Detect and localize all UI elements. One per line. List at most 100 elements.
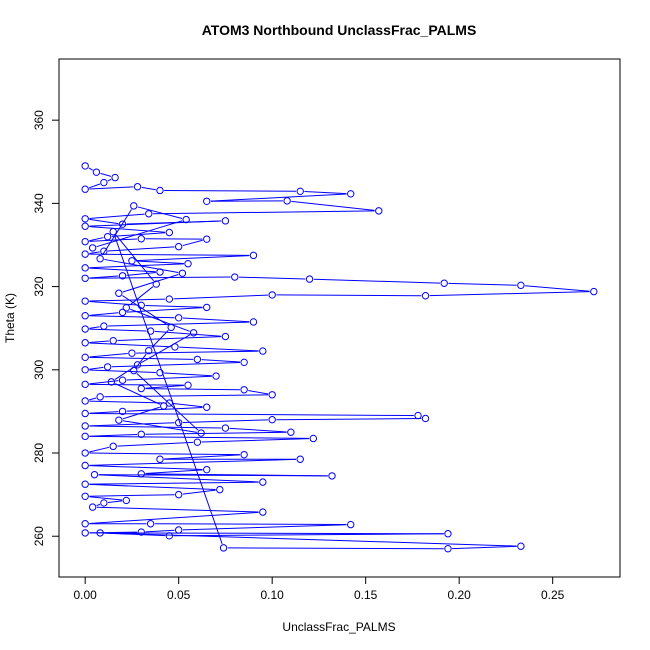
data-point	[156, 455, 164, 463]
data-point	[421, 414, 430, 423]
series-segment	[89, 369, 156, 374]
data-point	[81, 520, 89, 528]
series-segment	[89, 356, 194, 360]
series-segment	[89, 220, 222, 227]
series-segment	[96, 503, 101, 507]
data-point	[184, 260, 192, 268]
data-point	[81, 366, 89, 374]
data-point	[81, 449, 89, 457]
series-segment	[89, 300, 138, 306]
data-point	[203, 403, 211, 411]
data-point	[193, 355, 202, 364]
x-tick-label: 0.00	[74, 588, 98, 602]
series-segment	[89, 218, 119, 225]
data-point	[268, 416, 276, 424]
data-point	[81, 492, 89, 500]
data-point	[137, 301, 145, 310]
data-point	[221, 332, 230, 341]
data-point	[231, 273, 239, 281]
data-point	[90, 470, 99, 479]
series-segment	[89, 251, 100, 254]
data-point	[128, 349, 136, 357]
data-point	[444, 530, 452, 538]
data-point	[137, 470, 145, 478]
data-point	[96, 529, 104, 537]
series-lines	[88, 167, 590, 550]
series-segment	[145, 388, 240, 391]
data-point	[174, 526, 183, 534]
data-point	[444, 545, 452, 553]
series-segment	[179, 346, 259, 352]
series-segment	[173, 533, 444, 537]
data-point	[100, 178, 108, 187]
series-segment	[89, 481, 259, 485]
series-segment	[89, 446, 110, 453]
series-segment	[122, 420, 198, 433]
series-segment	[129, 286, 154, 306]
series-segment	[173, 294, 269, 300]
data-point	[115, 289, 123, 297]
series-segment	[89, 237, 104, 242]
data-point	[240, 358, 248, 367]
data-point	[203, 235, 211, 243]
data-point	[203, 303, 211, 312]
data-point	[174, 418, 183, 427]
series-segment	[89, 383, 184, 386]
data-point	[81, 432, 89, 441]
data-point	[189, 329, 198, 337]
data-point	[81, 397, 89, 405]
data-point	[328, 472, 336, 480]
series-segment	[89, 312, 119, 316]
series-segment	[89, 422, 175, 427]
data-point	[203, 465, 211, 474]
series-segment	[154, 523, 347, 526]
data-point	[118, 407, 127, 416]
data-point	[259, 478, 267, 486]
x-axis: 0.00 0.05 0.10 0.15 0.20 0.25	[74, 576, 565, 602]
series-segment	[89, 298, 166, 302]
series-segment	[173, 403, 203, 408]
series-segment	[89, 186, 134, 190]
series-segment	[182, 524, 347, 531]
data-point	[81, 264, 89, 272]
series-segment	[117, 441, 194, 447]
series-segment	[227, 547, 444, 550]
series-segment	[145, 431, 287, 435]
series-segment	[89, 458, 297, 466]
series-segment	[164, 372, 212, 377]
data-point	[203, 197, 211, 205]
data-point	[182, 215, 190, 224]
series-segment	[122, 274, 179, 293]
series-segment	[104, 532, 517, 547]
data-point	[109, 442, 117, 451]
data-point	[81, 339, 89, 347]
series-segment	[210, 193, 347, 202]
data-point	[152, 280, 160, 288]
x-tick-label: 0.05	[167, 588, 191, 602]
series-segment	[201, 359, 240, 363]
data-point	[440, 279, 448, 287]
data-point	[216, 485, 224, 494]
series-segment	[89, 366, 104, 370]
series-segment	[238, 276, 306, 280]
data-point	[81, 380, 89, 389]
data-point	[122, 496, 131, 505]
data-point	[133, 183, 142, 191]
series-segment	[111, 361, 240, 368]
data-point	[81, 409, 89, 418]
data-point	[96, 255, 104, 263]
data-point	[240, 450, 248, 459]
series-segment	[89, 342, 171, 348]
series-segment	[89, 253, 250, 256]
series-segment	[100, 172, 112, 177]
series-segment	[122, 406, 160, 420]
data-point	[305, 275, 314, 283]
data-point	[81, 312, 89, 320]
series-segment	[117, 336, 222, 342]
series-segment	[88, 167, 93, 171]
series-segment	[164, 454, 240, 460]
data-point	[309, 434, 318, 443]
series-segment	[89, 494, 175, 497]
data-point	[130, 366, 138, 375]
series-points	[81, 162, 598, 553]
